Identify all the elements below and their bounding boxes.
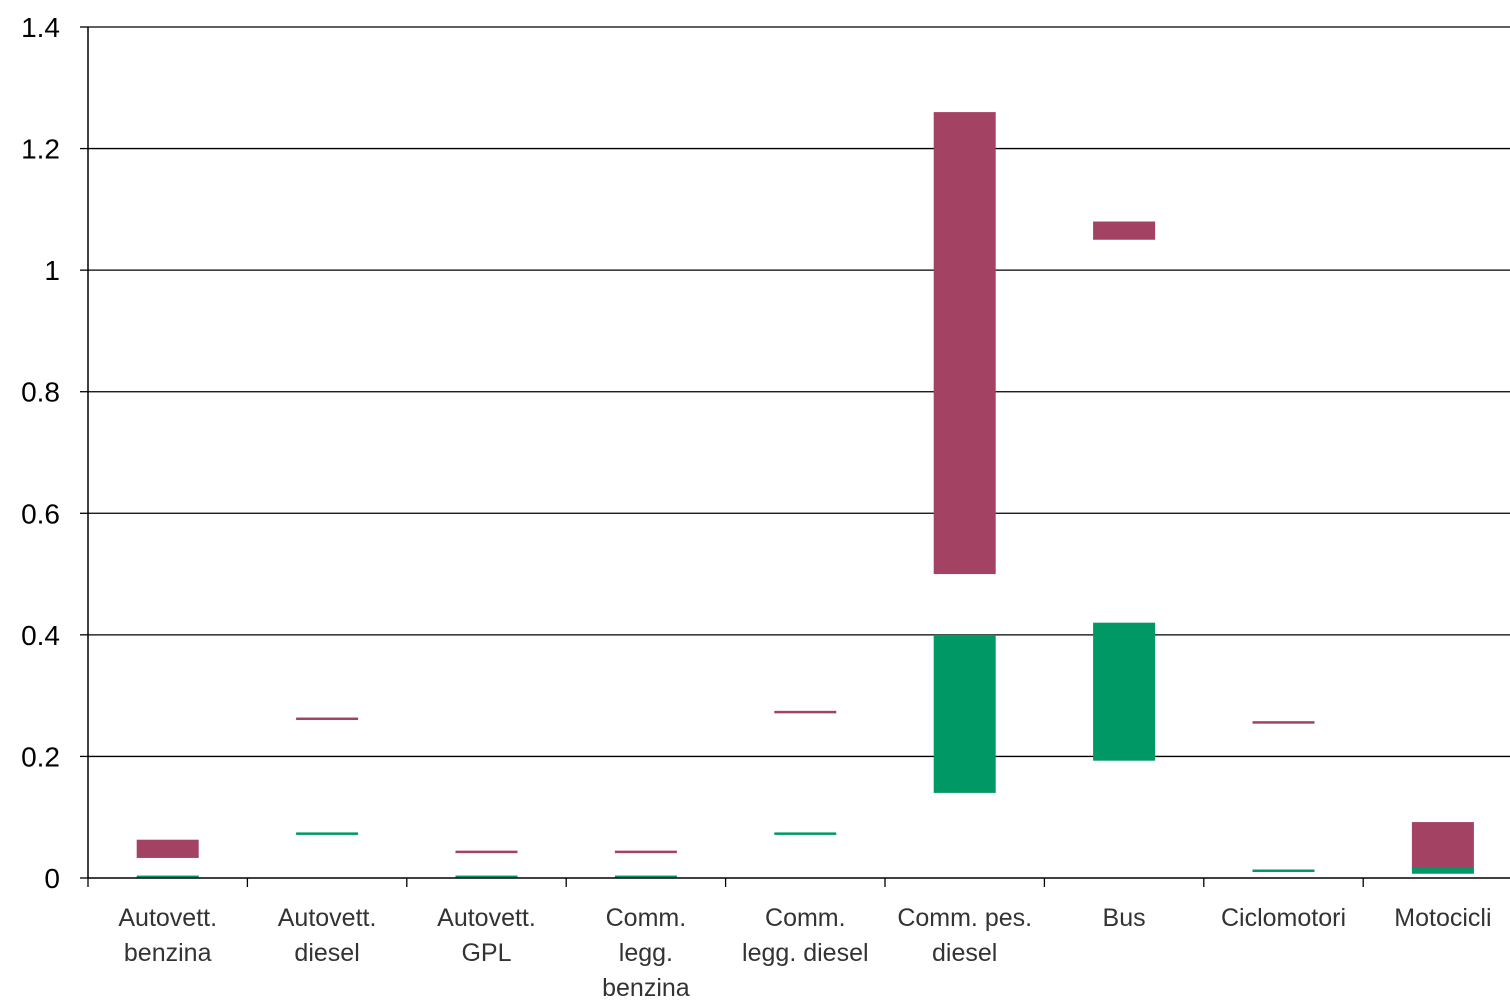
bar-series-2-7 xyxy=(1093,622,1156,761)
bar-series-1-3 xyxy=(455,850,518,854)
bar-series-2-8 xyxy=(1252,869,1315,872)
bars xyxy=(136,112,1474,879)
x-category-label: Comm. legg. benzina xyxy=(602,904,690,1001)
y-tick-label: 0.2 xyxy=(21,741,60,772)
x-category-label: Motocicli xyxy=(1394,904,1491,932)
gridlines xyxy=(88,26,1510,758)
bar-series-1-6 xyxy=(933,112,996,575)
bar-series-1-8 xyxy=(1252,721,1315,724)
x-category-label: Autovett. GPL xyxy=(437,904,536,967)
bar-series-1-7 xyxy=(1093,221,1156,240)
bar-series-1-2 xyxy=(296,717,359,721)
bar-series-1-9 xyxy=(1411,822,1474,869)
y-tick-label: 1 xyxy=(44,255,60,286)
bar-series-1-4 xyxy=(614,850,677,854)
x-category-label: Comm. legg. diesel xyxy=(742,904,868,967)
y-axis-ticks: 0 0.2 0.4 0.6 0.8 1 1.2 1.4 xyxy=(21,12,88,894)
bar-series-2-9 xyxy=(1411,867,1474,874)
bar-series-2-1 xyxy=(136,875,199,879)
x-axis-ticks: Autovett. benzina Autovett. diesel Autovett.… xyxy=(87,878,1492,1001)
x-category-label: Comm. pes. diesel xyxy=(897,904,1032,967)
y-tick-label: 0.6 xyxy=(21,498,60,529)
x-category-label: Autovett. diesel xyxy=(278,904,377,967)
bar-series-2-3 xyxy=(455,875,518,879)
y-tick-label: 1.2 xyxy=(21,134,60,165)
bar-series-2-5 xyxy=(774,832,837,835)
x-category-label: Autovett. benzina xyxy=(118,904,217,967)
y-tick-label: 0 xyxy=(44,863,60,894)
bar-series-2-2 xyxy=(296,832,359,835)
x-category-label: Bus xyxy=(1103,904,1146,932)
bar-series-2-6 xyxy=(933,634,996,793)
y-tick-label: 0.4 xyxy=(21,620,60,651)
y-tick-label: 1.4 xyxy=(21,12,60,43)
y-tick-label: 0.8 xyxy=(21,377,60,408)
x-category-label: Ciclomotori xyxy=(1221,904,1346,932)
bar-series-1-1 xyxy=(136,839,199,858)
bar-series-1-5 xyxy=(774,710,837,714)
bar-series-2-4 xyxy=(614,875,677,879)
axes xyxy=(87,27,1510,879)
